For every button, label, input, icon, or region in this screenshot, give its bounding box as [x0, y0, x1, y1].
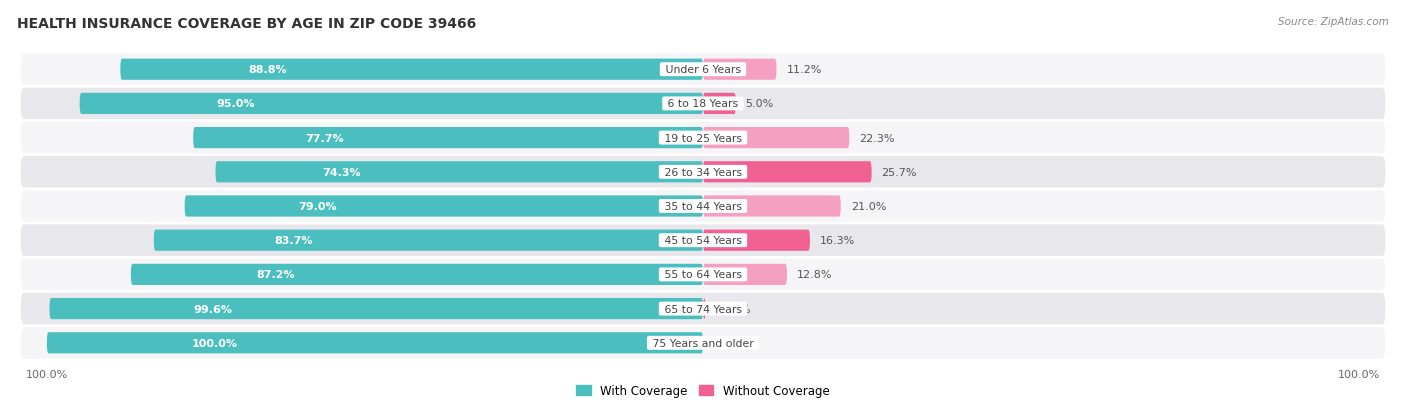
FancyBboxPatch shape — [193, 128, 703, 149]
Text: 12.8%: 12.8% — [797, 270, 832, 280]
FancyBboxPatch shape — [80, 94, 703, 115]
Text: 16.3%: 16.3% — [820, 236, 855, 246]
Text: 0.0%: 0.0% — [713, 338, 741, 348]
FancyBboxPatch shape — [184, 196, 703, 217]
FancyBboxPatch shape — [703, 94, 735, 115]
Text: 95.0%: 95.0% — [217, 99, 256, 109]
Text: 83.7%: 83.7% — [274, 236, 314, 246]
FancyBboxPatch shape — [131, 264, 703, 285]
Text: 35 to 44 Years: 35 to 44 Years — [661, 202, 745, 211]
Text: 87.2%: 87.2% — [257, 270, 295, 280]
Text: 75 Years and older: 75 Years and older — [650, 338, 756, 348]
FancyBboxPatch shape — [21, 225, 1385, 256]
FancyBboxPatch shape — [49, 298, 703, 319]
FancyBboxPatch shape — [215, 162, 703, 183]
FancyBboxPatch shape — [703, 230, 810, 251]
FancyBboxPatch shape — [153, 230, 703, 251]
FancyBboxPatch shape — [703, 298, 706, 319]
Text: 88.8%: 88.8% — [249, 65, 287, 75]
Text: 11.2%: 11.2% — [786, 65, 821, 75]
FancyBboxPatch shape — [21, 123, 1385, 154]
FancyBboxPatch shape — [21, 293, 1385, 325]
FancyBboxPatch shape — [703, 59, 776, 81]
Legend: With Coverage, Without Coverage: With Coverage, Without Coverage — [572, 379, 834, 401]
Text: 6 to 18 Years: 6 to 18 Years — [664, 99, 742, 109]
FancyBboxPatch shape — [703, 196, 841, 217]
FancyBboxPatch shape — [21, 327, 1385, 358]
Text: 77.7%: 77.7% — [305, 133, 344, 143]
Text: 22.3%: 22.3% — [859, 133, 894, 143]
FancyBboxPatch shape — [21, 191, 1385, 222]
FancyBboxPatch shape — [21, 55, 1385, 86]
Text: Source: ZipAtlas.com: Source: ZipAtlas.com — [1278, 17, 1389, 26]
Text: 74.3%: 74.3% — [323, 167, 361, 177]
FancyBboxPatch shape — [46, 332, 703, 354]
FancyBboxPatch shape — [703, 264, 787, 285]
Text: 26 to 34 Years: 26 to 34 Years — [661, 167, 745, 177]
FancyBboxPatch shape — [21, 157, 1385, 188]
Text: Under 6 Years: Under 6 Years — [662, 65, 744, 75]
Text: 79.0%: 79.0% — [298, 202, 337, 211]
Text: 45 to 54 Years: 45 to 54 Years — [661, 236, 745, 246]
Text: 25.7%: 25.7% — [882, 167, 917, 177]
Text: HEALTH INSURANCE COVERAGE BY AGE IN ZIP CODE 39466: HEALTH INSURANCE COVERAGE BY AGE IN ZIP … — [17, 17, 477, 31]
FancyBboxPatch shape — [703, 162, 872, 183]
Text: 5.0%: 5.0% — [745, 99, 773, 109]
Text: 100.0%: 100.0% — [191, 338, 238, 348]
Text: 19 to 25 Years: 19 to 25 Years — [661, 133, 745, 143]
Text: 55 to 64 Years: 55 to 64 Years — [661, 270, 745, 280]
Text: 99.6%: 99.6% — [193, 304, 232, 314]
Text: 0.41%: 0.41% — [716, 304, 751, 314]
FancyBboxPatch shape — [121, 59, 703, 81]
FancyBboxPatch shape — [703, 128, 849, 149]
FancyBboxPatch shape — [21, 259, 1385, 290]
FancyBboxPatch shape — [21, 88, 1385, 120]
Text: 65 to 74 Years: 65 to 74 Years — [661, 304, 745, 314]
Text: 21.0%: 21.0% — [851, 202, 886, 211]
